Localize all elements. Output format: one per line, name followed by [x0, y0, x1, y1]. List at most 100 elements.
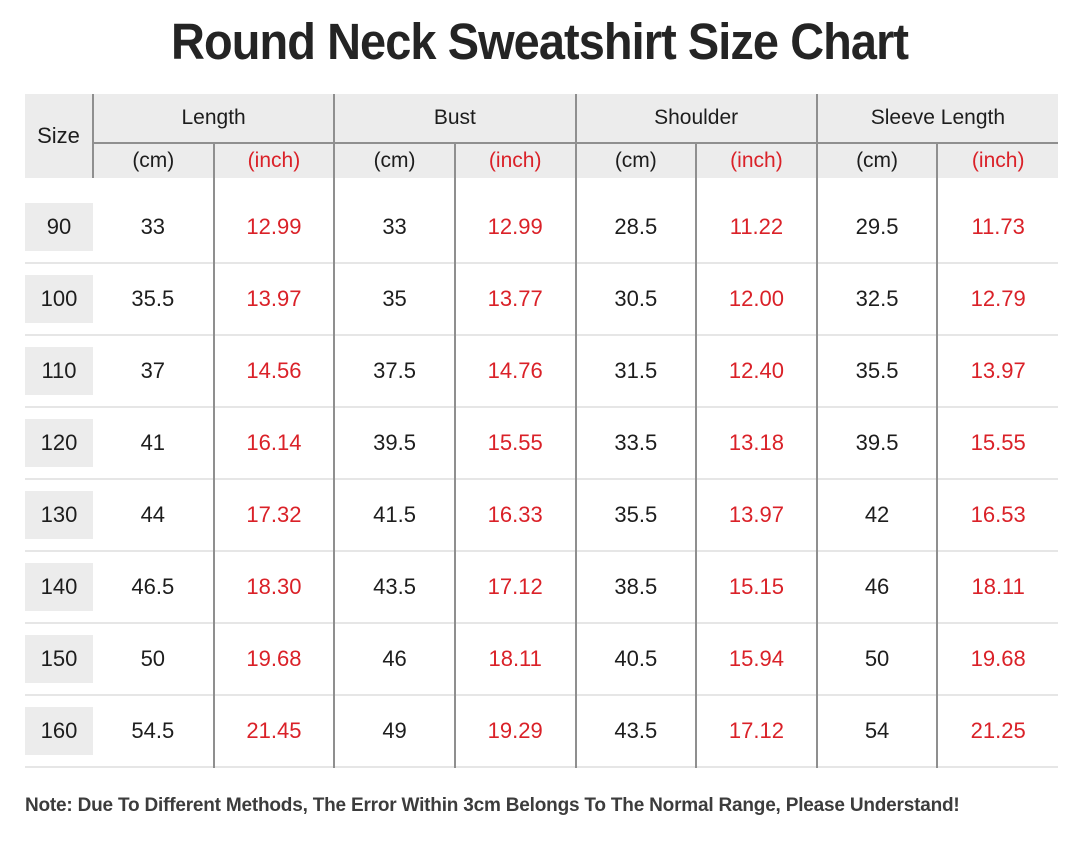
cm-value-cell: 31.5 [574, 335, 697, 407]
spacer-cell [936, 178, 1058, 191]
size-chip: 90 [25, 202, 93, 251]
inch-value-cell: 21.25 [936, 695, 1058, 767]
column-group-length: Length [93, 94, 335, 144]
column-group-shoulder: Shoulder [574, 94, 817, 144]
size-cell: 100 [25, 263, 93, 335]
size-chip: 100 [25, 275, 93, 323]
table-header: Size Length Bust Shoulder Sleeve Length … [25, 94, 1058, 191]
table-row: 160 54.5 21.45 49 19.29 43.5 17.12 54 21.25 [25, 695, 1058, 767]
unit-header-sleeve-cm: (cm) [815, 143, 938, 178]
cm-value-cell: 35.5 [93, 263, 214, 335]
header-spacer-row [25, 178, 1058, 191]
table-row: 120 41 16.14 39.5 15.55 33.5 13.18 39.5 15.55 [25, 407, 1058, 479]
size-cell: 130 [25, 479, 93, 551]
page-title-text: Round Neck Sweatshirt Size Chart [171, 13, 909, 70]
inch-value-cell: 15.15 [695, 551, 817, 623]
size-cell: 120 [25, 407, 93, 479]
inch-value-cell: 12.00 [695, 263, 817, 335]
inch-value-cell: 15.55 [936, 407, 1058, 479]
inch-value-cell: 18.11 [936, 551, 1058, 623]
size-cell: 150 [25, 623, 93, 695]
group-header-row: Size Length Bust Shoulder Sleeve Length [25, 94, 1058, 178]
cm-value-cell: 46.5 [93, 551, 214, 623]
size-chip: 130 [25, 491, 93, 539]
cm-value-cell: 50 [93, 623, 214, 695]
note-text: Note: Due To Different Methods, The Erro… [25, 795, 960, 816]
inch-value-cell: 11.73 [936, 191, 1058, 263]
size-chip: 110 [25, 347, 93, 395]
cm-value-cell: 39.5 [333, 407, 455, 479]
size-cell: 110 [25, 335, 93, 407]
size-chart-table: Size Length Bust Shoulder Sleeve Length … [25, 94, 1058, 768]
cm-value-cell: 32.5 [815, 263, 938, 335]
cm-value-cell: 28.5 [574, 191, 697, 263]
size-chip: 120 [25, 419, 93, 467]
unit-header-sleeve-inch: (inch) [936, 143, 1058, 178]
size-cell: 160 [25, 695, 93, 767]
cm-value-cell: 46 [815, 551, 938, 623]
cm-value-cell: 41.5 [333, 479, 455, 551]
inch-value-cell: 11.22 [695, 191, 817, 263]
table-row: 110 37 14.56 37.5 14.76 31.5 12.40 35.5 13.97 [25, 335, 1058, 407]
page-title: Round Neck Sweatshirt Size Chart [0, 12, 1080, 74]
inch-value-cell: 13.97 [212, 263, 335, 335]
spacer-cell [453, 178, 576, 191]
cm-value-cell: 49 [333, 695, 455, 767]
table-row: 100 35.5 13.97 35 13.77 30.5 12.00 32.5 12.79 [25, 263, 1058, 335]
spacer-cell [25, 178, 93, 191]
inch-value-cell: 18.30 [212, 551, 335, 623]
inch-value-cell: 16.14 [212, 407, 335, 479]
unit-header-bust-inch: (inch) [453, 143, 576, 178]
cm-value-cell: 54 [815, 695, 938, 767]
inch-value-cell: 13.97 [936, 335, 1058, 407]
unit-header-length-inch: (inch) [212, 143, 335, 178]
inch-value-cell: 15.55 [453, 407, 576, 479]
unit-header-length-cm: (cm) [93, 143, 214, 178]
inch-value-cell: 12.99 [212, 191, 335, 263]
spacer-cell [815, 178, 938, 191]
cm-value-cell: 29.5 [815, 191, 938, 263]
inch-value-cell: 19.68 [212, 623, 335, 695]
cm-value-cell: 40.5 [574, 623, 697, 695]
cm-value-cell: 33.5 [574, 407, 697, 479]
inch-value-cell: 12.99 [453, 191, 576, 263]
inch-value-cell: 21.45 [212, 695, 335, 767]
cm-value-cell: 33 [333, 191, 455, 263]
table-row: 150 50 19.68 46 18.11 40.5 15.94 50 19.68 [25, 623, 1058, 695]
table-row: 90 33 12.99 33 12.99 28.5 11.22 29.5 11.73 [25, 191, 1058, 263]
size-chip: 150 [25, 635, 93, 683]
cm-value-cell: 37 [93, 335, 214, 407]
inch-value-cell: 13.77 [453, 263, 576, 335]
cm-value-cell: 41 [93, 407, 214, 479]
column-group-bust: Bust [333, 94, 576, 144]
inch-value-cell: 12.79 [936, 263, 1058, 335]
cm-value-cell: 38.5 [574, 551, 697, 623]
size-cell: 90 [25, 191, 93, 263]
spacer-cell [695, 178, 817, 191]
inch-value-cell: 16.33 [453, 479, 576, 551]
inch-value-cell: 13.97 [695, 479, 817, 551]
cm-value-cell: 46 [333, 623, 455, 695]
cm-value-cell: 35.5 [815, 335, 938, 407]
unit-header-bust-cm: (cm) [333, 143, 455, 178]
inch-value-cell: 14.56 [212, 335, 335, 407]
cm-value-cell: 35 [333, 263, 455, 335]
spacer-cell [574, 178, 697, 191]
cm-value-cell: 33 [93, 191, 214, 263]
inch-value-cell: 18.11 [453, 623, 576, 695]
cm-value-cell: 43.5 [333, 551, 455, 623]
cm-value-cell: 35.5 [574, 479, 697, 551]
inch-value-cell: 12.40 [695, 335, 817, 407]
cm-value-cell: 37.5 [333, 335, 455, 407]
inch-value-cell: 19.68 [936, 623, 1058, 695]
inch-value-cell: 19.29 [453, 695, 576, 767]
inch-value-cell: 14.76 [453, 335, 576, 407]
table-row: 130 44 17.32 41.5 16.33 35.5 13.97 42 16.53 [25, 479, 1058, 551]
spacer-cell [333, 178, 455, 191]
spacer-cell [93, 178, 214, 191]
inch-value-cell: 17.12 [453, 551, 576, 623]
table-row: 140 46.5 18.30 43.5 17.12 38.5 15.15 46 18.11 [25, 551, 1058, 623]
unit-header-row: (cm) (inch) (cm) (inch) (cm) (inch) (cm)… [25, 143, 1058, 178]
unit-header-shoulder-cm: (cm) [574, 143, 697, 178]
spacer-cell [212, 178, 335, 191]
